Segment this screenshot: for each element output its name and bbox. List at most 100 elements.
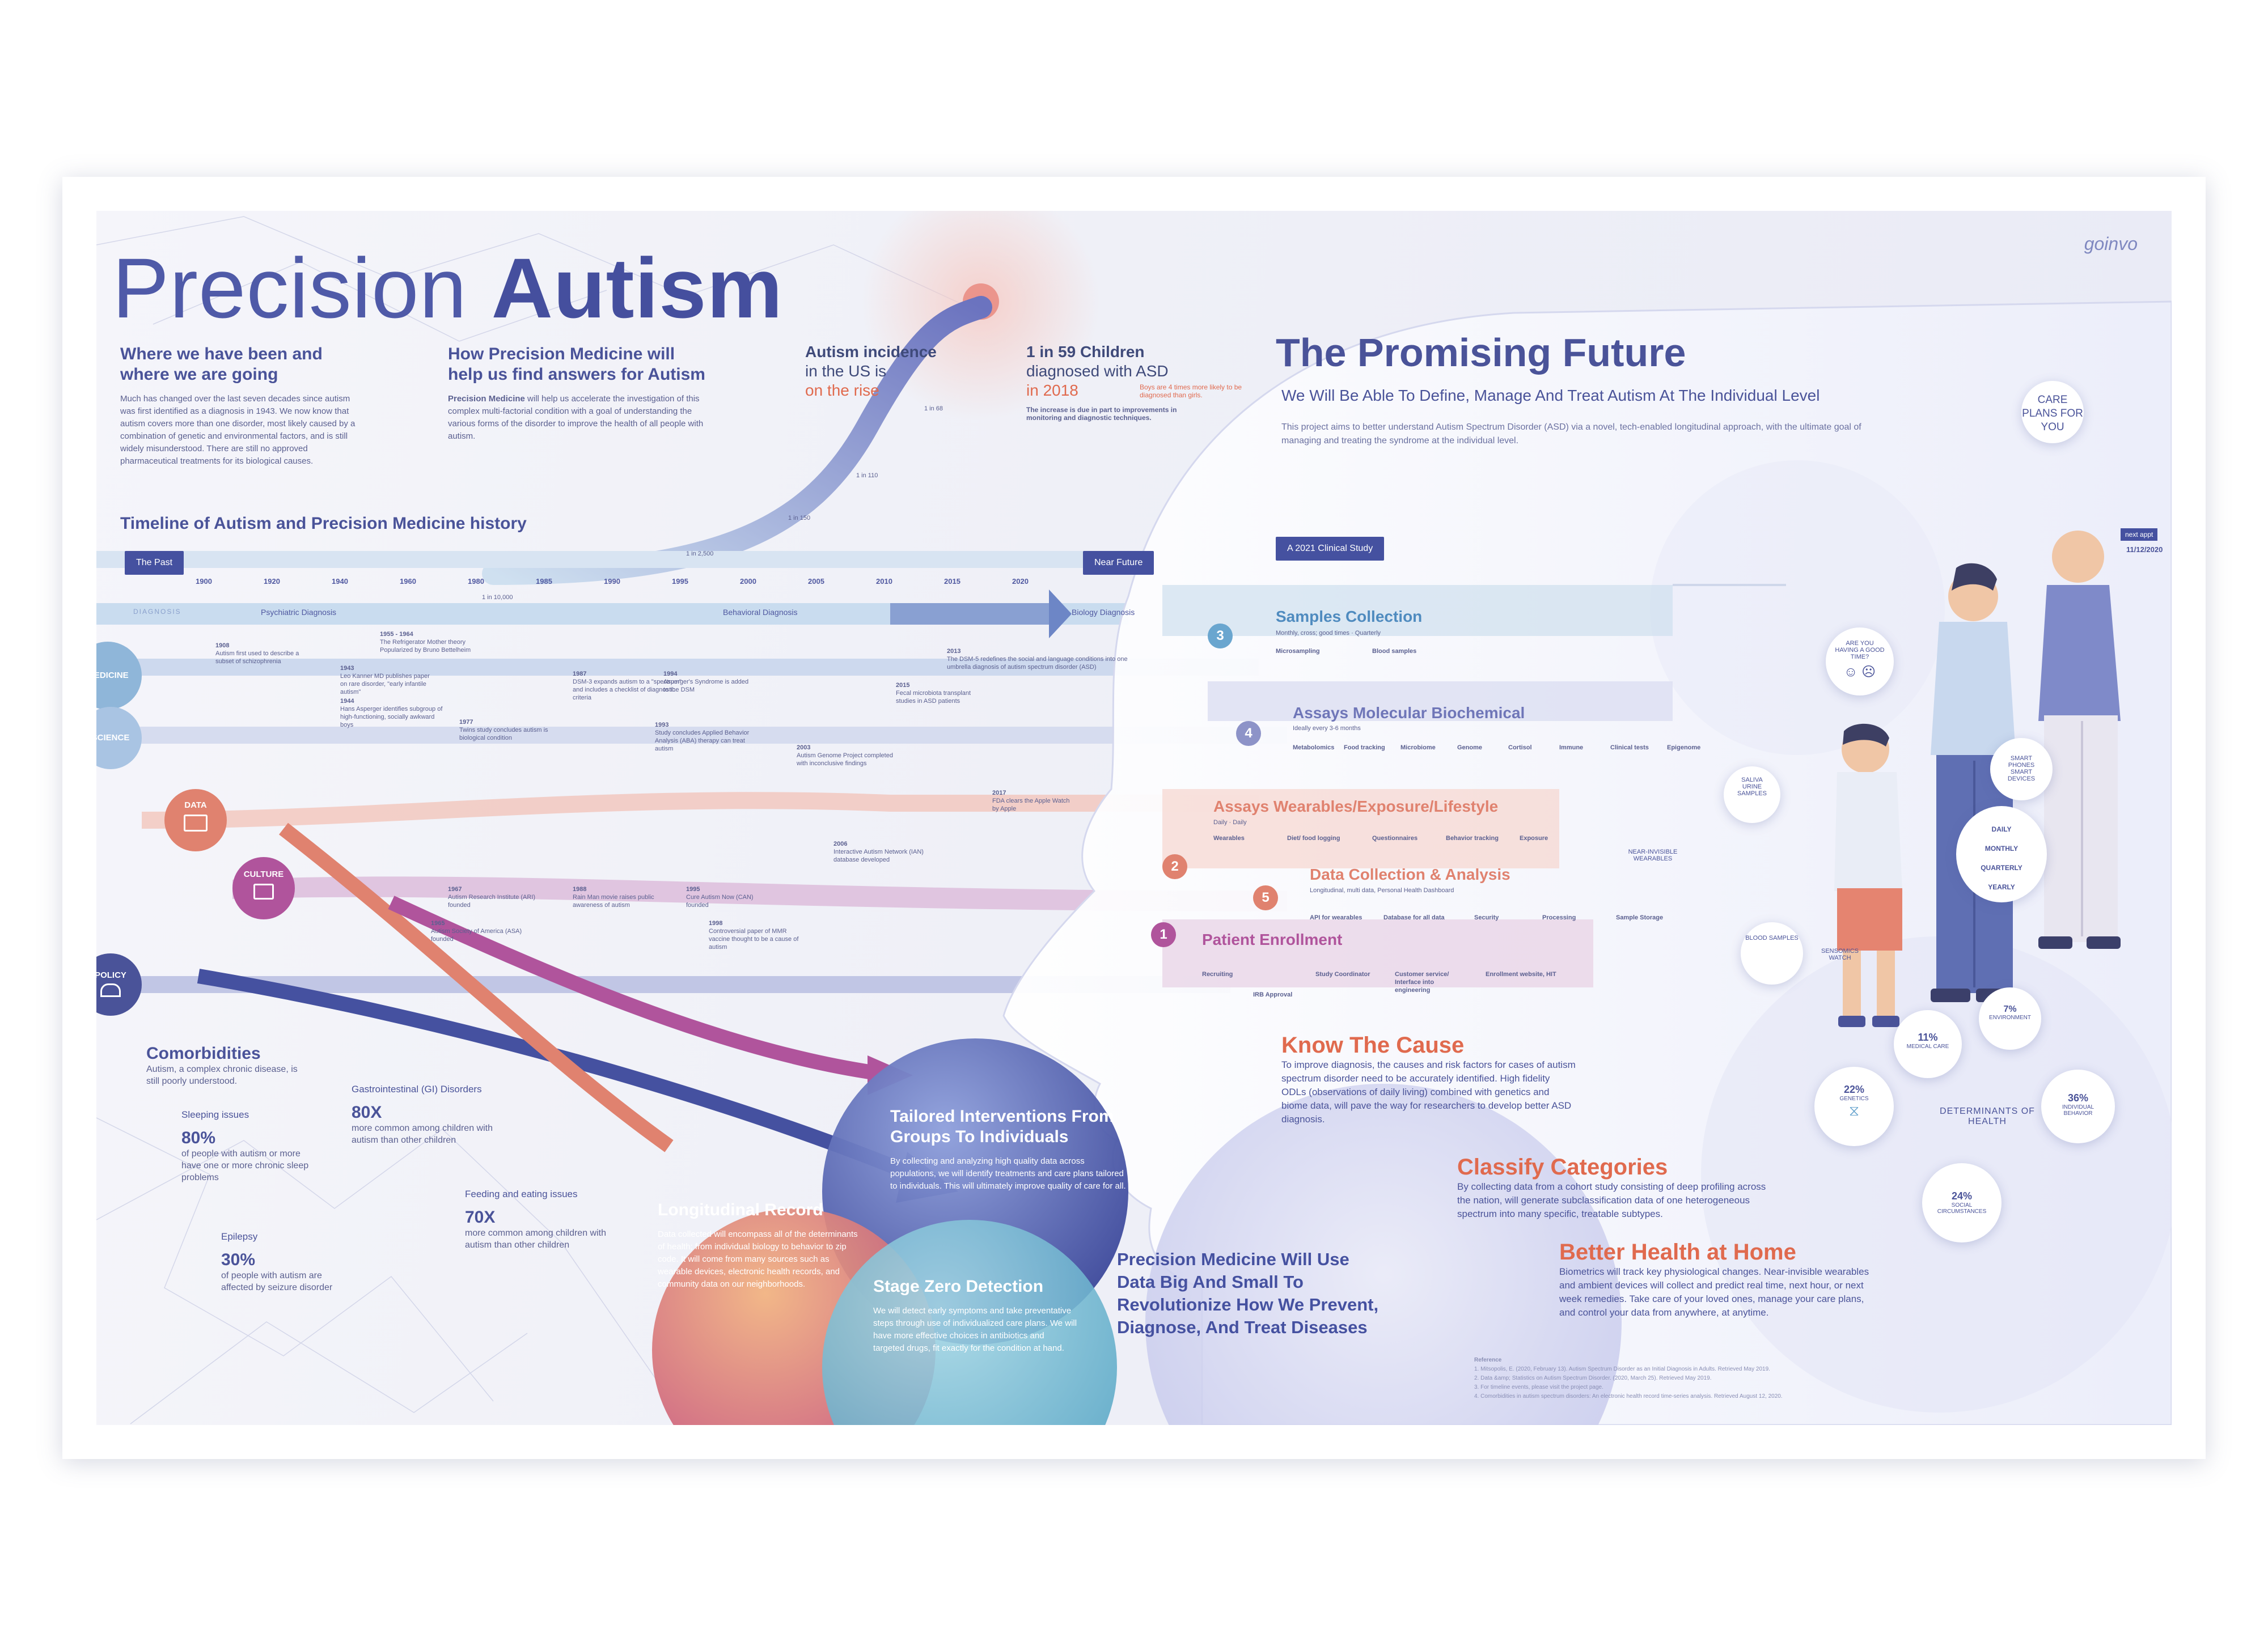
year-1900: 1900	[196, 577, 212, 586]
mood-question-circle: ARE YOU HAVING A GOOD TIME? ☺ ☹	[1826, 627, 1894, 695]
intro-section: Where we have been and where we are goin…	[120, 344, 358, 468]
category-culture-label: CULTURE	[243, 870, 284, 879]
comorb-epilepsy-value: 30%	[221, 1250, 256, 1269]
event-1998: 1998 Controversial paper of MMR vaccine t…	[709, 919, 805, 951]
event-1943: 1943 Leo Kanner MD publishes paper on rar…	[340, 664, 437, 696]
stat59-increase: The increase is due in part to improveme…	[1026, 406, 1177, 422]
precision-section: How Precision Medicine will help us find…	[448, 344, 714, 443]
assay-epigenome: Epigenome	[1667, 744, 1701, 751]
next-appt-badge: next appt	[2121, 528, 2158, 541]
event-1987: 1987 DSM-3 expands autism to a "spectrum"…	[573, 670, 686, 702]
precision-heading: How Precision Medicine will help us find…	[448, 345, 705, 384]
comorb-feeding: Feeding and eating issues 70X more commo…	[465, 1189, 624, 1251]
phase-psychiatric: Psychiatric Diagnosis	[261, 608, 337, 617]
event-1944-year: 1944	[340, 698, 354, 705]
comorb-gi-desc: more common among children with autism t…	[352, 1123, 493, 1145]
enroll-customer: Customer service/ Interface into enginee…	[1395, 971, 1449, 994]
monitor-icon	[184, 815, 208, 832]
step-1-number: 1	[1151, 922, 1176, 947]
category-science-label: SCIENCE	[96, 733, 130, 743]
phase-behavioral: Behavioral Diagnosis	[723, 608, 798, 617]
study-tag: A 2021 Clinical Study	[1276, 537, 1385, 561]
incidence-block: Autism incidence in the US is on the ris…	[805, 342, 937, 400]
reference-heading: Reference	[1474, 1357, 1502, 1363]
event-1965: 1965 Autism Society of America (ASA) foun…	[431, 919, 544, 943]
event-2016-year: 2015	[896, 682, 910, 689]
incidence-line1: Autism incidence	[805, 343, 937, 361]
event-2017: 2017 FDA clears the Apple Watch by Apple	[992, 789, 1077, 813]
event-1967: 1967 Autism Research Institute (ARI) foun…	[448, 885, 556, 909]
enrollment-items: Recruiting IRB Approval Study Coordinato…	[1202, 970, 1610, 998]
mood-question: ARE YOU HAVING A GOOD TIME?	[1835, 640, 1885, 660]
event-1994: 1994 Asperger's Syndrome is added to the …	[663, 670, 754, 694]
step-assays-title: Assays Molecular Biochemical	[1293, 704, 1525, 722]
event-1965-text: Autism Society of America (ASA) founded	[431, 928, 522, 943]
determinants-label: DETERMINANTS OF HEALTH	[1940, 1106, 2035, 1126]
det-social-label: SOCIAL CIRCUMSTANCES	[1937, 1202, 1987, 1215]
year-1920: 1920	[264, 577, 280, 586]
event-1943-text: Leo Kanner MD publishes paper on rare di…	[340, 673, 430, 695]
saliva-label: SALIVA URINE SAMPLES	[1737, 777, 1767, 797]
blood-circle: BLOOD SAMPLES	[1741, 922, 1803, 985]
category-data-label: DATA	[184, 800, 207, 810]
comorb-gi: Gastrointestinal (GI) Disorders 80X more…	[352, 1084, 505, 1146]
wear-behavior: Behavior tracking	[1446, 835, 1499, 842]
event-2003: 2003 Autism Genome Project completed with…	[797, 744, 893, 767]
det-behavior-value: 36%	[2067, 1092, 2089, 1104]
curve-label-68: 1 in 68	[924, 405, 943, 412]
assay-cortisol: Cortisol	[1508, 744, 1532, 751]
category-policy-label: POLICY	[96, 970, 126, 980]
det-genetics: 22% GENETICS ⧖	[1814, 1067, 1894, 1146]
year-2010: 2010	[876, 577, 892, 586]
step-assays-detail: Ideally every 3-6 months	[1293, 725, 1361, 732]
category-data: DATA	[164, 789, 227, 851]
near-future-tag: Near Future	[1083, 551, 1154, 575]
film-icon	[253, 884, 274, 900]
event-1993-text: Study concludes Applied Behavior Analysi…	[655, 730, 750, 752]
event-2017-text: FDA clears the Apple Watch by Apple	[992, 798, 1070, 812]
next-appt-date: 11/12/2020	[2126, 545, 2163, 554]
data-processing: Processing	[1542, 914, 1576, 921]
smart-devices-label: SMART PHONES SMART DEVICES	[2007, 755, 2036, 782]
year-1990: 1990	[604, 577, 620, 586]
year-1980: 1980	[468, 577, 484, 586]
assay-genome: Genome	[1457, 744, 1483, 751]
study-bands	[1162, 584, 1786, 987]
event-1998-year: 1998	[709, 920, 723, 927]
poster-title: Precision Autism	[112, 239, 783, 337]
smart-devices-circle: SMART PHONES SMART DEVICES	[1990, 738, 2053, 800]
smiley-icon: ☺ ☹	[1843, 664, 1876, 680]
timeline-years: 1900 1920 1940 1960 1980 1985 1990 1995 …	[196, 577, 1080, 588]
event-2013-text: The DSM-5 redefines the social and langu…	[947, 656, 1128, 671]
event-1908-year: 1908	[215, 642, 230, 649]
event-1967-text: Autism Research Institute (ARI) founded	[448, 894, 536, 909]
event-2003-text: Autism Genome Project completed with inc…	[797, 752, 893, 767]
event-1988: 1988 Rain Man movie raises public awarene…	[573, 885, 663, 909]
reference-2: 2. Data &amp; Statistics on Autism Spect…	[1474, 1375, 1712, 1381]
assay-clinical: Clinical tests	[1610, 744, 1649, 751]
frequency-circle: DAILY MONTHLY QUARTERLY YEARLY	[1956, 806, 2047, 902]
home-section: Better Health at Home Biometrics will tr…	[1559, 1240, 1877, 1320]
step-2-number: 2	[1162, 854, 1187, 879]
precision-body: will help us accelerate the investigatio…	[448, 394, 704, 441]
curve-label-10000: 1 in 10,000	[482, 594, 513, 601]
event-1995-year: 1995	[686, 886, 700, 893]
event-1995: 1995 Cure Autism Now (CAN) founded	[686, 885, 771, 909]
grandfather-figure	[2038, 531, 2121, 949]
longitudinal-text: Longitudinal Record Data collected will …	[658, 1200, 862, 1291]
tailored-body: By collecting and analyzing high quality…	[890, 1156, 1126, 1191]
stat59-line3: in 2018	[1026, 381, 1078, 399]
event-1967-year: 1967	[448, 886, 462, 893]
event-1993: 1993 Study concludes Applied Behavior Ana…	[655, 721, 751, 753]
event-2003-year: 2003	[797, 744, 811, 751]
assay-immune: Immune	[1559, 744, 1584, 751]
curve-label-150: 1 in 150	[788, 515, 811, 521]
event-1987-text: DSM-3 expands autism to a "spectrum" and…	[573, 678, 682, 701]
dna-icon: ⧖	[1848, 1102, 1860, 1119]
bubbles-graphic	[652, 1038, 1128, 1425]
event-1944-text: Hans Asperger identifies subgroup of hig…	[340, 706, 443, 728]
comorb-sleep: Sleeping issues 80% of people with autis…	[181, 1109, 312, 1184]
year-1960: 1960	[400, 577, 416, 586]
reference-3: 3. For timeline events, please visit the…	[1474, 1384, 1603, 1390]
det-behavior-label: INDIVIDUAL BEHAVIOR	[2062, 1104, 2094, 1117]
